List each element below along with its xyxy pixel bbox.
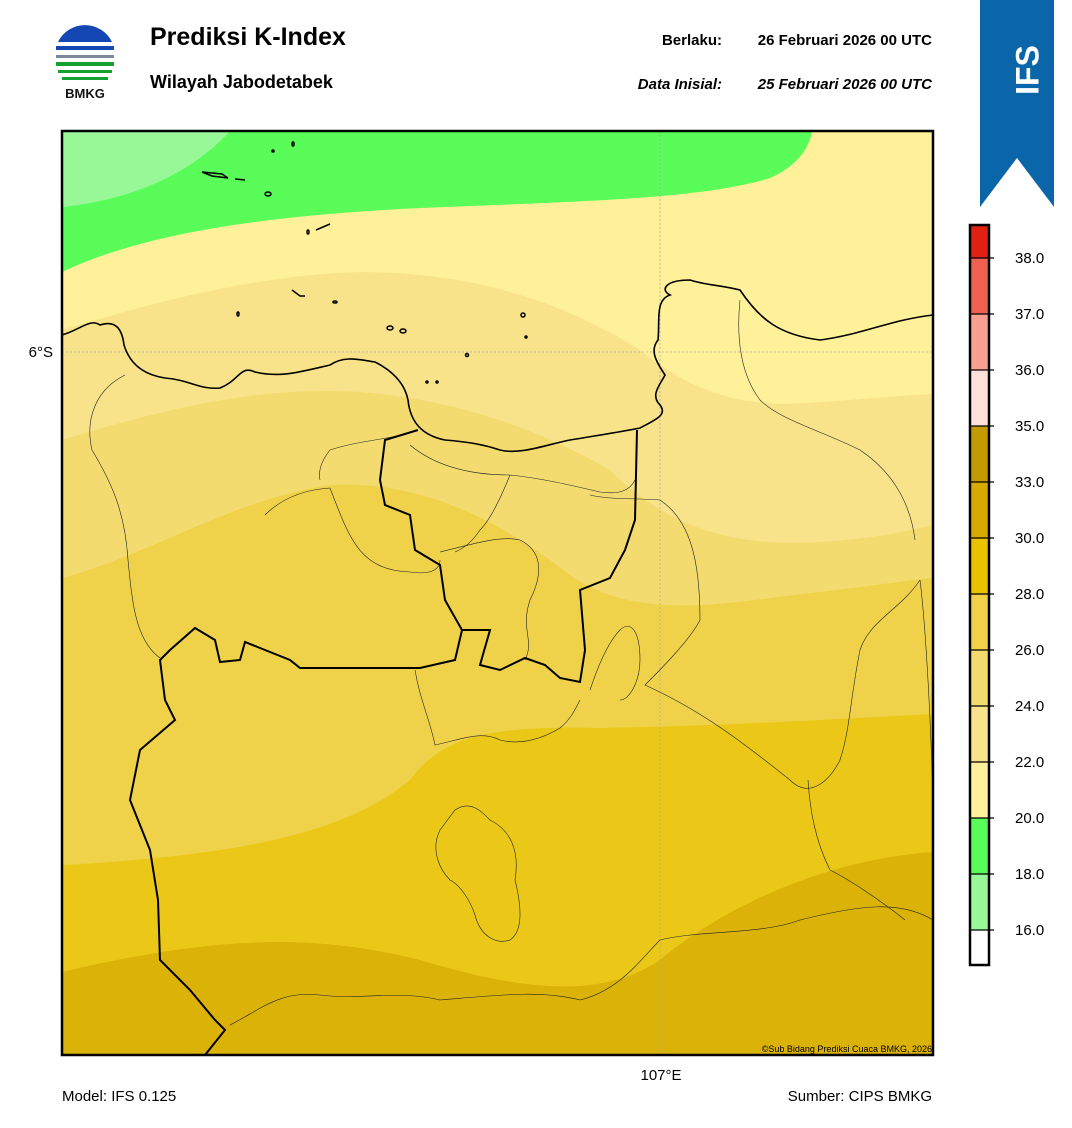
lon-label: 107°E [640,1067,681,1084]
credit: ©Sub Bidang Prediksi Cuaca BMKG, 2026 [762,1044,932,1054]
colorbar-segment [970,650,989,706]
colorbar-tick-label: 24.0 [1015,698,1044,715]
init-date: 25 Februari 2026 00 UTC [757,76,933,93]
colorbar-segment [970,874,989,930]
valid-date: 26 Februari 2026 00 UTC [758,32,932,49]
colorbar-tick-label: 22.0 [1015,754,1044,771]
colorbar: 16.0 18.0 20.0 22.0 24.0 26.0 28.0 30.0 33.0 35.0… [968,223,1044,967]
colorbar-tick-label: 28.0 [1015,586,1044,603]
colorbar-segment [970,258,989,314]
footer-source: Sumber: CIPS BMKG [788,1088,932,1105]
model-badge-text: IFS [1009,45,1045,95]
colorbar-segment [970,818,989,874]
bmkg-logo: BMKG [55,25,115,101]
colorbar-tick-label: 37.0 [1015,306,1044,323]
colorbar-tick-label: 16.0 [1015,922,1044,939]
colorbar-frame [968,223,991,967]
map-area: ©Sub Bidang Prediksi Cuaca BMKG, 2026 [62,131,933,1055]
colorbar-tick-label: 38.0 [1015,250,1044,267]
model-badge [980,0,1054,207]
colorbar-segment [970,930,989,965]
colorbar-segment [970,762,989,818]
colorbar-segment [970,370,989,426]
coastline [62,279,933,453]
province-borders [128,429,638,1055]
init-label: Data Inisial: [638,76,722,93]
regency-borders [89,299,933,1026]
colorbar-tick-label: 36.0 [1015,362,1044,379]
colorbar-segment [970,538,989,594]
colorbar-segment [970,594,989,650]
colorbar-segment [970,225,989,258]
valid-label: Berlaku: [662,32,722,49]
map-frame [60,129,935,1057]
colorbar-segment [970,314,989,370]
subtitle: Wilayah Jabodetabek [150,72,334,92]
title: Prediksi K-Index [150,23,346,51]
islands [201,141,528,384]
colorbar-segment [970,482,989,538]
lat-label: 6°S [29,344,53,361]
colorbar-segment [970,706,989,762]
colorbar-tick-label: 35.0 [1015,418,1044,435]
footer-model: Model: IFS 0.125 [62,1088,176,1105]
colorbar-tick-label: 26.0 [1015,642,1044,659]
colorbar-tick-label: 33.0 [1015,474,1044,491]
colorbar-tick-label: 20.0 [1015,810,1044,827]
colorbar-tick-label: 18.0 [1015,866,1044,883]
colorbar-segment [970,426,989,482]
logo-text: BMKG [65,86,105,101]
colorbar-tick-label: 30.0 [1015,530,1044,547]
